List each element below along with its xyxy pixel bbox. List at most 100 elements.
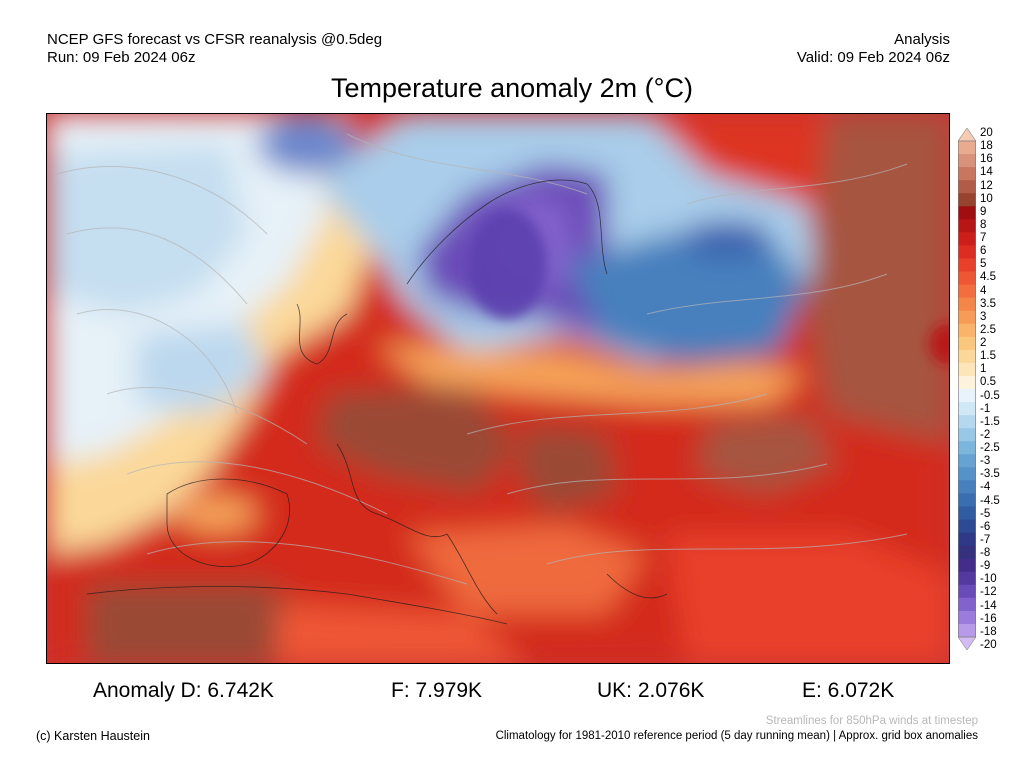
anomaly-france: F: 7.979K — [391, 679, 483, 702]
colorbar-label: -18 — [980, 625, 997, 638]
colorbar-frame — [958, 140, 976, 638]
colorbar-label: -5 — [980, 507, 991, 520]
colorbar-band — [958, 519, 976, 534]
colorbar-band — [958, 180, 976, 194]
colorbar-band — [958, 532, 976, 547]
colorbar-band — [958, 310, 976, 325]
colorbar-label: -4 — [980, 481, 991, 494]
colorbar-label: 20 — [980, 127, 993, 139]
colorbar-band — [958, 141, 976, 155]
colorbar-label: 7 — [980, 232, 987, 245]
colorbar-band — [958, 297, 976, 312]
colorbar-label: 8 — [980, 218, 987, 231]
colorbar-band — [958, 480, 976, 494]
colorbar-band — [958, 284, 976, 299]
climatology-note: Climatology for 1981-2010 reference peri… — [495, 730, 978, 742]
colorbar-label: -7 — [980, 533, 991, 546]
colorbar-band — [958, 193, 976, 207]
colorbar-label: -8 — [980, 547, 991, 560]
copyright: (c) Karsten Haustein — [36, 729, 150, 743]
colorbar-band — [958, 349, 976, 364]
colorbar-label: -2.5 — [980, 442, 1000, 455]
colorbar-band — [958, 597, 976, 612]
colorbar — [958, 128, 976, 650]
colorbar-top-arrow — [958, 128, 976, 142]
colorbar-labels: 20 18 16 14 12 10 9 8 7 6 5 4.5 4 3.5 3 2.5 2 1.5 1 0.5 -0.5… — [980, 127, 1024, 651]
colorbar-band — [958, 467, 976, 481]
colorbar-label: 2.5 — [980, 323, 996, 336]
colorbar-label: -1 — [980, 402, 991, 415]
anomaly-summary: Anomaly D: 6.742K F: 7.979K UK: 2.076K E… — [0, 679, 1024, 707]
colorbar-label: 3.5 — [980, 297, 996, 310]
colorbar-label: -10 — [980, 573, 997, 586]
anomaly-uk: UK: 2.076K — [597, 679, 705, 702]
colorbar-band — [958, 167, 976, 181]
colorbar-label: -6 — [980, 520, 991, 533]
colorbar-label: 9 — [980, 205, 987, 218]
colorbar-bottom-arrow — [958, 636, 976, 650]
colorbar-band — [958, 258, 976, 273]
colorbar-label: 18 — [980, 140, 993, 153]
colorbar-band — [958, 402, 976, 416]
colorbar-band — [958, 428, 976, 442]
colorbar-band — [958, 415, 976, 429]
anomaly-spain: E: 6.072K — [802, 679, 895, 702]
colorbar-band — [958, 545, 976, 560]
colorbar-label: 16 — [980, 153, 993, 166]
colorbar-band — [958, 571, 976, 586]
streamlines-note: Streamlines for 850hPa winds at timestep — [765, 715, 978, 727]
colorbar-label: -3 — [980, 455, 991, 468]
colorbar-label: -0.5 — [980, 389, 1000, 402]
colorbar-label: 4 — [980, 284, 987, 297]
valid-line: Valid: 09 Feb 2024 06z — [796, 49, 950, 66]
header-right: Analysis Valid: 09 Feb 2024 06z — [797, 31, 950, 67]
colorbar-label: 12 — [980, 179, 993, 192]
model-line: NCEP GFS forecast vs CFSR reanalysis @0.… — [47, 31, 383, 48]
colorbar-band — [958, 323, 976, 338]
colorbar-label: -1.5 — [980, 415, 1000, 428]
map-title: Temperature anomaly 2m (°C) — [331, 73, 693, 103]
colorbar-band — [958, 271, 976, 286]
colorbar-label: 1.5 — [980, 350, 996, 363]
anomaly-map-graphic — [47, 114, 949, 663]
colorbar-label: 14 — [980, 166, 993, 179]
colorbar-label: -12 — [980, 586, 997, 599]
colorbar-band — [958, 154, 976, 168]
header-left: NCEP GFS forecast vs CFSR reanalysis @0.… — [47, 31, 382, 67]
colorbar-label: -9 — [980, 560, 991, 573]
colorbar-band — [958, 362, 976, 377]
colorbar-band — [958, 610, 976, 625]
colorbar-band — [958, 375, 976, 390]
colorbar-label: 2 — [980, 337, 987, 350]
colorbar-band — [958, 219, 976, 233]
colorbar-band — [958, 493, 976, 507]
anomaly-germany: Anomaly D: 6.742K — [93, 679, 274, 702]
colorbar-band — [958, 336, 976, 351]
colorbar-label: -4.5 — [980, 494, 1000, 507]
colorbar-band — [958, 623, 976, 638]
colorbar-band — [958, 245, 976, 259]
colorbar-label: 1 — [980, 363, 987, 376]
colorbar-band — [958, 584, 976, 599]
colorbar-label: -14 — [980, 599, 997, 612]
colorbar-band — [958, 454, 976, 468]
colorbar-band — [958, 389, 976, 403]
type-line: Analysis — [894, 31, 950, 48]
colorbar-label: 0.5 — [980, 376, 996, 389]
colorbar-label: -3.5 — [980, 468, 1000, 481]
colorbar-band — [958, 558, 976, 573]
colorbar-label: 6 — [980, 245, 987, 258]
anomaly-map — [46, 113, 950, 664]
colorbar-label: -2 — [980, 428, 991, 441]
colorbar-band — [958, 206, 976, 220]
colorbar-band — [958, 506, 976, 521]
colorbar-label: -20 — [980, 639, 997, 651]
colorbar-label: -16 — [980, 612, 997, 625]
colorbar-band — [958, 232, 976, 246]
colorbar-label: 10 — [980, 192, 993, 205]
colorbar-label: 5 — [980, 258, 987, 271]
colorbar-band — [958, 441, 976, 455]
colorbar-label: 4.5 — [980, 271, 996, 284]
colorbar-label: 3 — [980, 310, 987, 323]
run-line: Run: 09 Feb 2024 06z — [47, 49, 196, 66]
